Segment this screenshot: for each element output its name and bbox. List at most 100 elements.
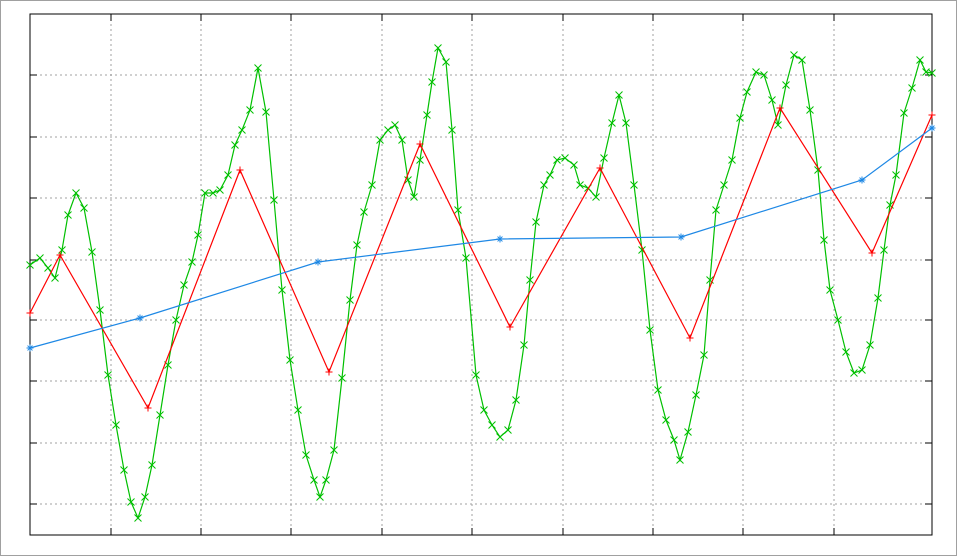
point-marker (346, 296, 354, 304)
plot-border (29, 13, 933, 536)
point-marker (294, 406, 302, 414)
point-marker (353, 241, 361, 249)
point-marker (172, 316, 180, 324)
point-marker (768, 96, 776, 104)
point-marker (26, 309, 34, 317)
point-marker (141, 493, 149, 501)
point-marker (454, 206, 462, 214)
point-marker (858, 366, 866, 374)
point-marker (700, 351, 708, 359)
point-marker (56, 251, 64, 259)
point-marker (776, 104, 784, 112)
point-marker (416, 156, 424, 164)
point-marker (316, 493, 324, 501)
point-marker (96, 306, 104, 314)
point-marker (360, 208, 368, 216)
point-marker (686, 334, 694, 342)
point-marker (44, 264, 52, 272)
point-marker (127, 498, 135, 506)
point-marker (806, 106, 814, 114)
point-marker (325, 368, 333, 376)
point-marker (512, 396, 520, 404)
point-marker (64, 211, 72, 219)
point-marker (448, 126, 456, 134)
point-marker (278, 286, 286, 294)
point-marker (26, 261, 34, 269)
point-marker (592, 193, 600, 201)
point-marker (670, 436, 678, 444)
point-marker (600, 154, 608, 162)
point-marker (576, 181, 584, 189)
point-marker (236, 166, 244, 174)
point-marker (224, 171, 232, 179)
point-marker (201, 189, 209, 197)
point-marker (928, 124, 936, 132)
point-marker (798, 56, 806, 64)
point-marker (692, 391, 700, 399)
point-marker (608, 119, 616, 127)
point-marker (254, 64, 262, 72)
point-marker (216, 186, 224, 194)
point-marker (180, 281, 188, 289)
point-marker (262, 108, 270, 116)
point-marker (88, 248, 96, 256)
point-marker (480, 406, 488, 414)
point-marker (209, 189, 217, 197)
point-marker (398, 136, 406, 144)
point-marker (752, 68, 760, 76)
point-marker (330, 446, 338, 454)
point-marker (231, 141, 239, 149)
point-marker (546, 171, 554, 179)
point-marker (504, 426, 512, 434)
point-marker (736, 114, 744, 122)
point-marker (144, 404, 152, 412)
point-marker (900, 109, 908, 117)
point-marker (743, 88, 751, 96)
point-marker (676, 456, 684, 464)
point-marker (462, 254, 470, 262)
point-marker (712, 206, 720, 214)
point-marker (384, 126, 392, 134)
point-marker (423, 111, 431, 119)
point-marker (120, 466, 128, 474)
point-marker (404, 176, 412, 184)
point-marker (72, 189, 80, 197)
point-marker (526, 276, 534, 284)
point-marker (104, 371, 112, 379)
point-marker (916, 56, 924, 64)
point-marker (561, 154, 569, 162)
series-line (29, 106, 933, 410)
point-marker (26, 344, 34, 352)
point-marker (496, 433, 504, 441)
point-marker (194, 231, 202, 239)
point-marker (782, 81, 790, 89)
point-marker (774, 121, 782, 129)
point-marker (134, 514, 142, 522)
point-marker (615, 91, 623, 99)
point-marker (662, 416, 670, 424)
point-marker (416, 140, 424, 148)
point-marker (760, 71, 768, 79)
point-marker (720, 181, 728, 189)
point-marker (496, 235, 504, 243)
point-marker (820, 236, 828, 244)
point-marker (391, 121, 399, 129)
point-marker (376, 136, 384, 144)
point-marker (520, 341, 528, 349)
point-marker (874, 294, 882, 302)
point-marker (338, 374, 346, 382)
point-marker (238, 126, 246, 134)
point-marker (908, 84, 916, 92)
point-marker (112, 421, 120, 429)
point-marker (922, 68, 930, 76)
point-marker (646, 326, 654, 334)
point-marker (434, 44, 442, 52)
point-marker (868, 249, 876, 257)
point-marker (553, 156, 561, 164)
point-marker (156, 411, 164, 419)
point-marker (880, 246, 888, 254)
point-marker (472, 371, 480, 379)
point-marker (51, 274, 59, 282)
point-marker (654, 386, 662, 394)
